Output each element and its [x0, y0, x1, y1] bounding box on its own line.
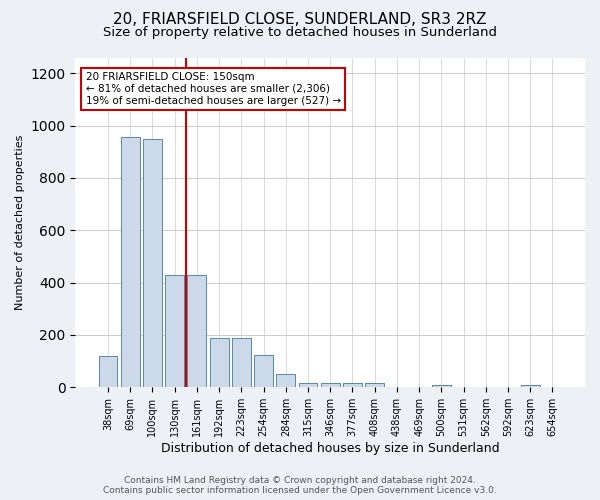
Text: 20, FRIARSFIELD CLOSE, SUNDERLAND, SR3 2RZ: 20, FRIARSFIELD CLOSE, SUNDERLAND, SR3 2… [113, 12, 487, 28]
Bar [277, 374, 295, 388]
Bar [187, 275, 206, 388]
Text: 20 FRIARSFIELD CLOSE: 150sqm
← 81% of detached houses are smaller (2,306)
19% of: 20 FRIARSFIELD CLOSE: 150sqm ← 81% of de… [86, 72, 341, 106]
Bar [254, 354, 273, 388]
Bar [321, 384, 340, 388]
Bar [232, 338, 251, 388]
Bar [365, 384, 384, 388]
Bar [143, 139, 162, 388]
Bar [121, 138, 140, 388]
Bar [165, 275, 184, 388]
Bar [343, 384, 362, 388]
Text: Contains HM Land Registry data © Crown copyright and database right 2024.
Contai: Contains HM Land Registry data © Crown c… [103, 476, 497, 495]
Y-axis label: Number of detached properties: Number of detached properties [15, 134, 25, 310]
Bar [521, 384, 539, 388]
Text: Size of property relative to detached houses in Sunderland: Size of property relative to detached ho… [103, 26, 497, 39]
Bar [432, 384, 451, 388]
X-axis label: Distribution of detached houses by size in Sunderland: Distribution of detached houses by size … [161, 442, 500, 455]
Bar [98, 356, 118, 388]
Bar [299, 384, 317, 388]
Bar [209, 338, 229, 388]
